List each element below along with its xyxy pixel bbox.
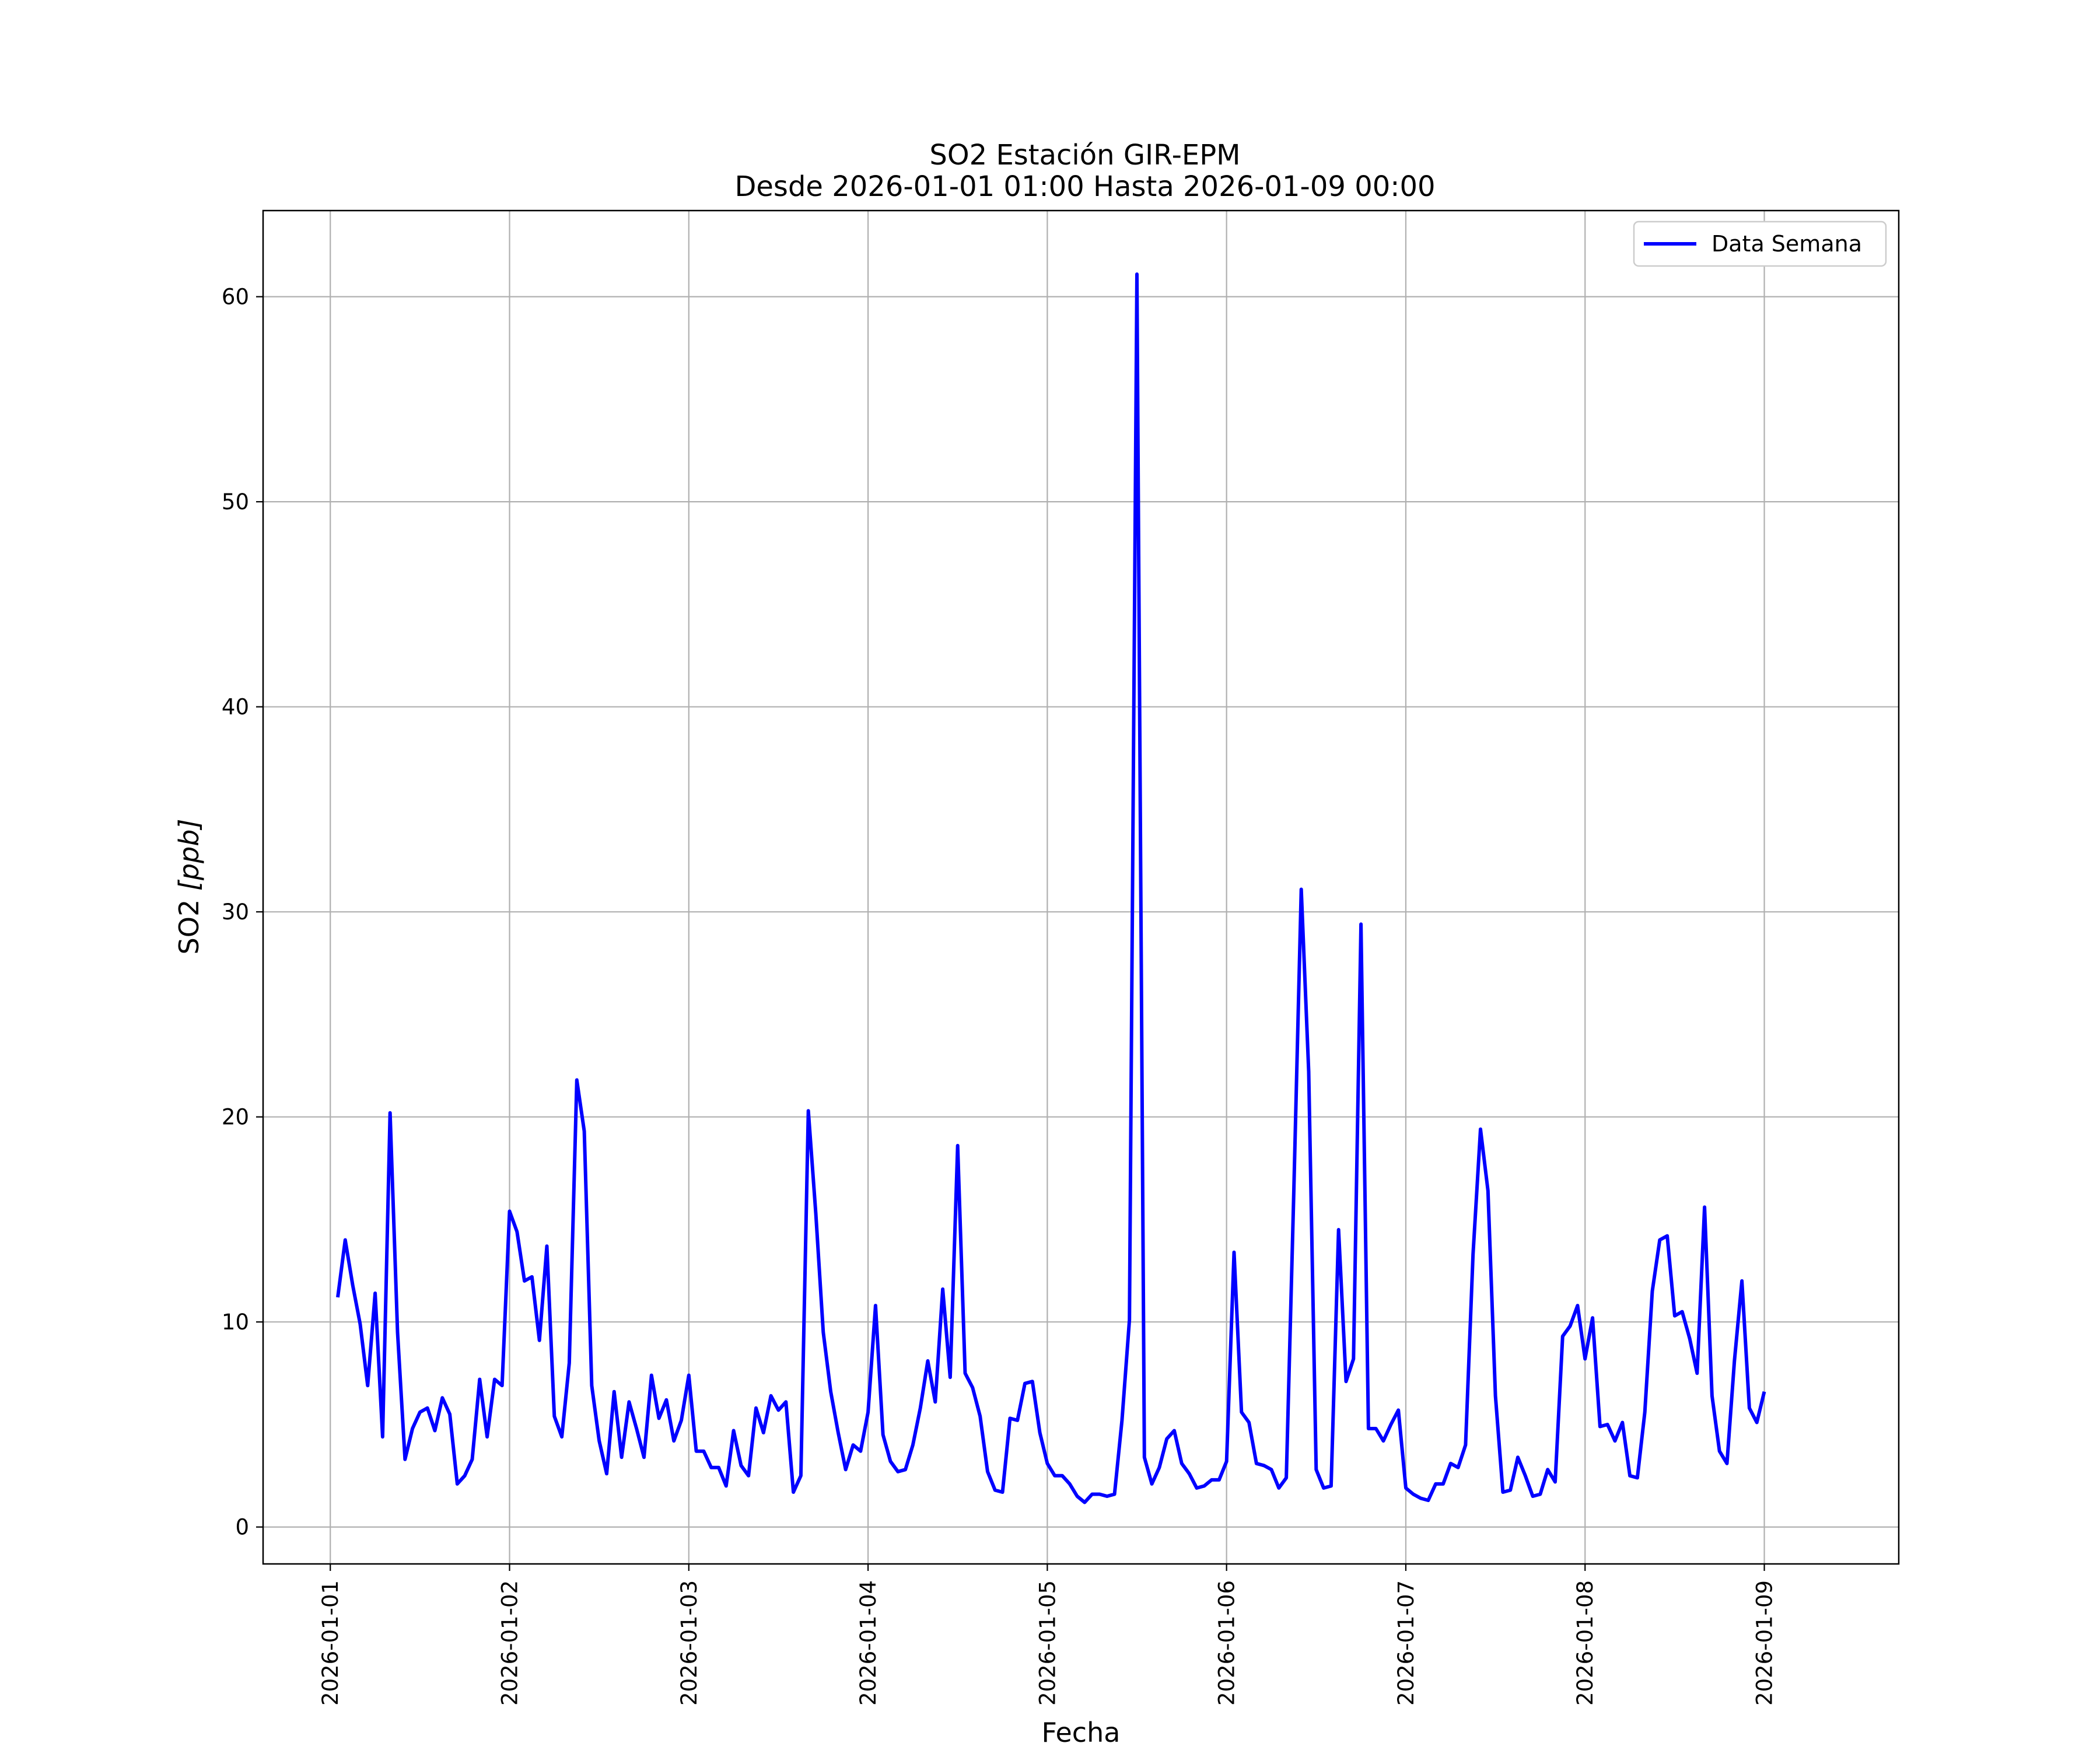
x-tick-label: 2026-01-03 <box>677 1580 702 1706</box>
y-tick-label: 60 <box>222 285 249 310</box>
chart-title: SO2 Estación GIR-EPM <box>929 139 1240 172</box>
x-tick-label: 2026-01-04 <box>856 1580 881 1706</box>
x-tick-label: 2026-01-05 <box>1035 1580 1060 1706</box>
x-tick-label: 2026-01-02 <box>498 1580 523 1706</box>
plot-frame <box>262 209 1900 1565</box>
y-tick-label: 0 <box>235 1515 249 1540</box>
y-axis-label-quantity: SO2 <box>173 900 205 955</box>
y-tick-label: 50 <box>222 489 249 514</box>
legend: Data Semana <box>1633 220 1887 267</box>
y-tick-label: 20 <box>222 1105 249 1130</box>
x-tick-label: 2026-01-07 <box>1394 1580 1419 1706</box>
grid-lines <box>263 211 1899 1564</box>
x-tick-label: 2026-01-08 <box>1573 1580 1598 1706</box>
y-tick-label: 30 <box>222 900 249 925</box>
x-tick-label: 2026-01-06 <box>1214 1580 1240 1706</box>
y-tick-label: 40 <box>222 695 249 720</box>
y-tick-label: 10 <box>222 1310 249 1335</box>
y-axis-ticks: 0 10 20 30 40 50 60 <box>222 285 263 1540</box>
legend-label: Data Semana <box>1712 231 1862 257</box>
x-axis-label: Fecha <box>1042 1717 1121 1748</box>
series-line-data-semana <box>336 272 1766 1504</box>
x-tick-label: 2026-01-09 <box>1752 1580 1777 1706</box>
y-axis-label-unit: [ppb] <box>173 819 205 891</box>
legend-box <box>1633 220 1887 267</box>
y-axis-label: SO2 [ppb] <box>173 819 205 955</box>
x-tick-label: 2026-01-01 <box>318 1580 343 1706</box>
chart-subtitle: Desde 2026-01-01 01:00 Hasta 2026-01-09 … <box>734 170 1435 203</box>
x-axis-ticks: 2026-01-01 2026-01-02 2026-01-03 2026-01-04… <box>318 1564 1777 1706</box>
